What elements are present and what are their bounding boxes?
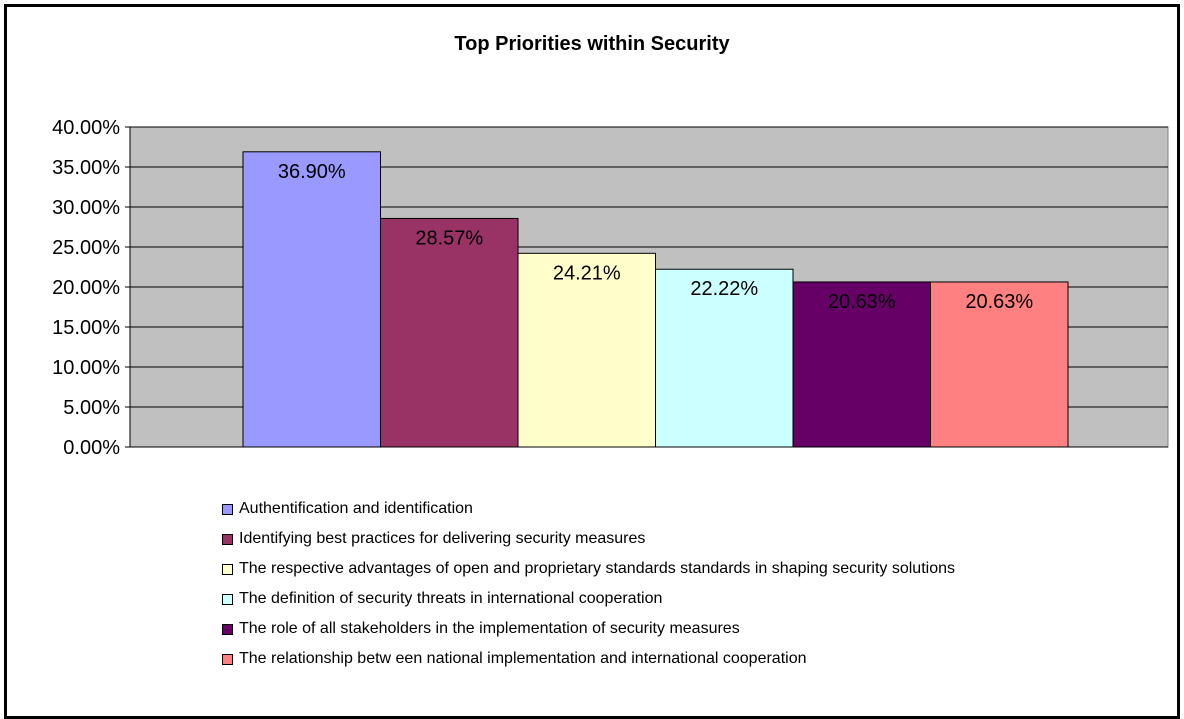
- y-tick-label: 25.00%: [52, 237, 120, 259]
- y-axis: 0.00% 5.00% 10.00% 15.00% 20.00% 25.00% 30.00%…: [52, 117, 131, 459]
- legend-item: Authentification and identification: [222, 494, 955, 524]
- legend-item: The relationship betw een national imple…: [222, 644, 955, 674]
- bar: [930, 281, 1069, 448]
- legend-item: The respective advantages of open and pr…: [222, 554, 955, 584]
- data-label: 36.90%: [278, 161, 346, 183]
- legend-label: Authentification and identification: [239, 500, 473, 517]
- bar: [380, 217, 519, 448]
- data-label: 20.63%: [965, 291, 1033, 313]
- bar: [242, 151, 381, 448]
- data-label: 24.21%: [553, 262, 621, 284]
- legend-swatch: [222, 503, 233, 515]
- legend-item: The role of all stakeholders in the impl…: [222, 614, 955, 644]
- legend-swatch: [222, 623, 233, 635]
- y-tick-label: 5.00%: [63, 397, 120, 419]
- legend-swatch: [222, 593, 233, 605]
- bar: [792, 281, 931, 448]
- data-label: 22.22%: [690, 278, 758, 300]
- y-tick-label: 15.00%: [52, 317, 120, 339]
- legend-label: The definition of security threats in in…: [239, 590, 663, 607]
- legend-swatch: [222, 533, 233, 545]
- bar: [655, 268, 794, 448]
- legend-swatch: [222, 653, 233, 665]
- y-tick-label: 30.00%: [52, 197, 120, 219]
- y-tick-label: 10.00%: [52, 357, 120, 379]
- y-tick-label: 40.00%: [52, 117, 120, 139]
- y-tick-label: 20.00%: [52, 277, 120, 299]
- legend-label: The relationship betw een national imple…: [239, 650, 807, 667]
- legend-label: The role of all stakeholders in the impl…: [239, 620, 740, 637]
- legend: Authentification and identification Ident…: [222, 494, 955, 674]
- y-tick-label: 0.00%: [63, 437, 120, 459]
- legend-label: Identifying best practices for deliverin…: [239, 530, 646, 547]
- chart-title: Top Priorities within Security: [454, 33, 730, 55]
- legend-label: The respective advantages of open and pr…: [239, 560, 955, 577]
- legend-item: The definition of security threats in in…: [222, 584, 955, 614]
- data-labels: 36.90% 28.57% 24.21% 22.22% 20.63% 20.63%: [278, 161, 1034, 313]
- legend-swatch: [222, 563, 233, 575]
- data-label: 20.63%: [828, 291, 896, 313]
- legend-item: Identifying best practices for deliverin…: [222, 524, 955, 554]
- data-label: 28.57%: [415, 227, 483, 249]
- bar: [517, 252, 656, 448]
- bars: [242, 151, 1069, 448]
- y-tick-label: 35.00%: [52, 157, 120, 179]
